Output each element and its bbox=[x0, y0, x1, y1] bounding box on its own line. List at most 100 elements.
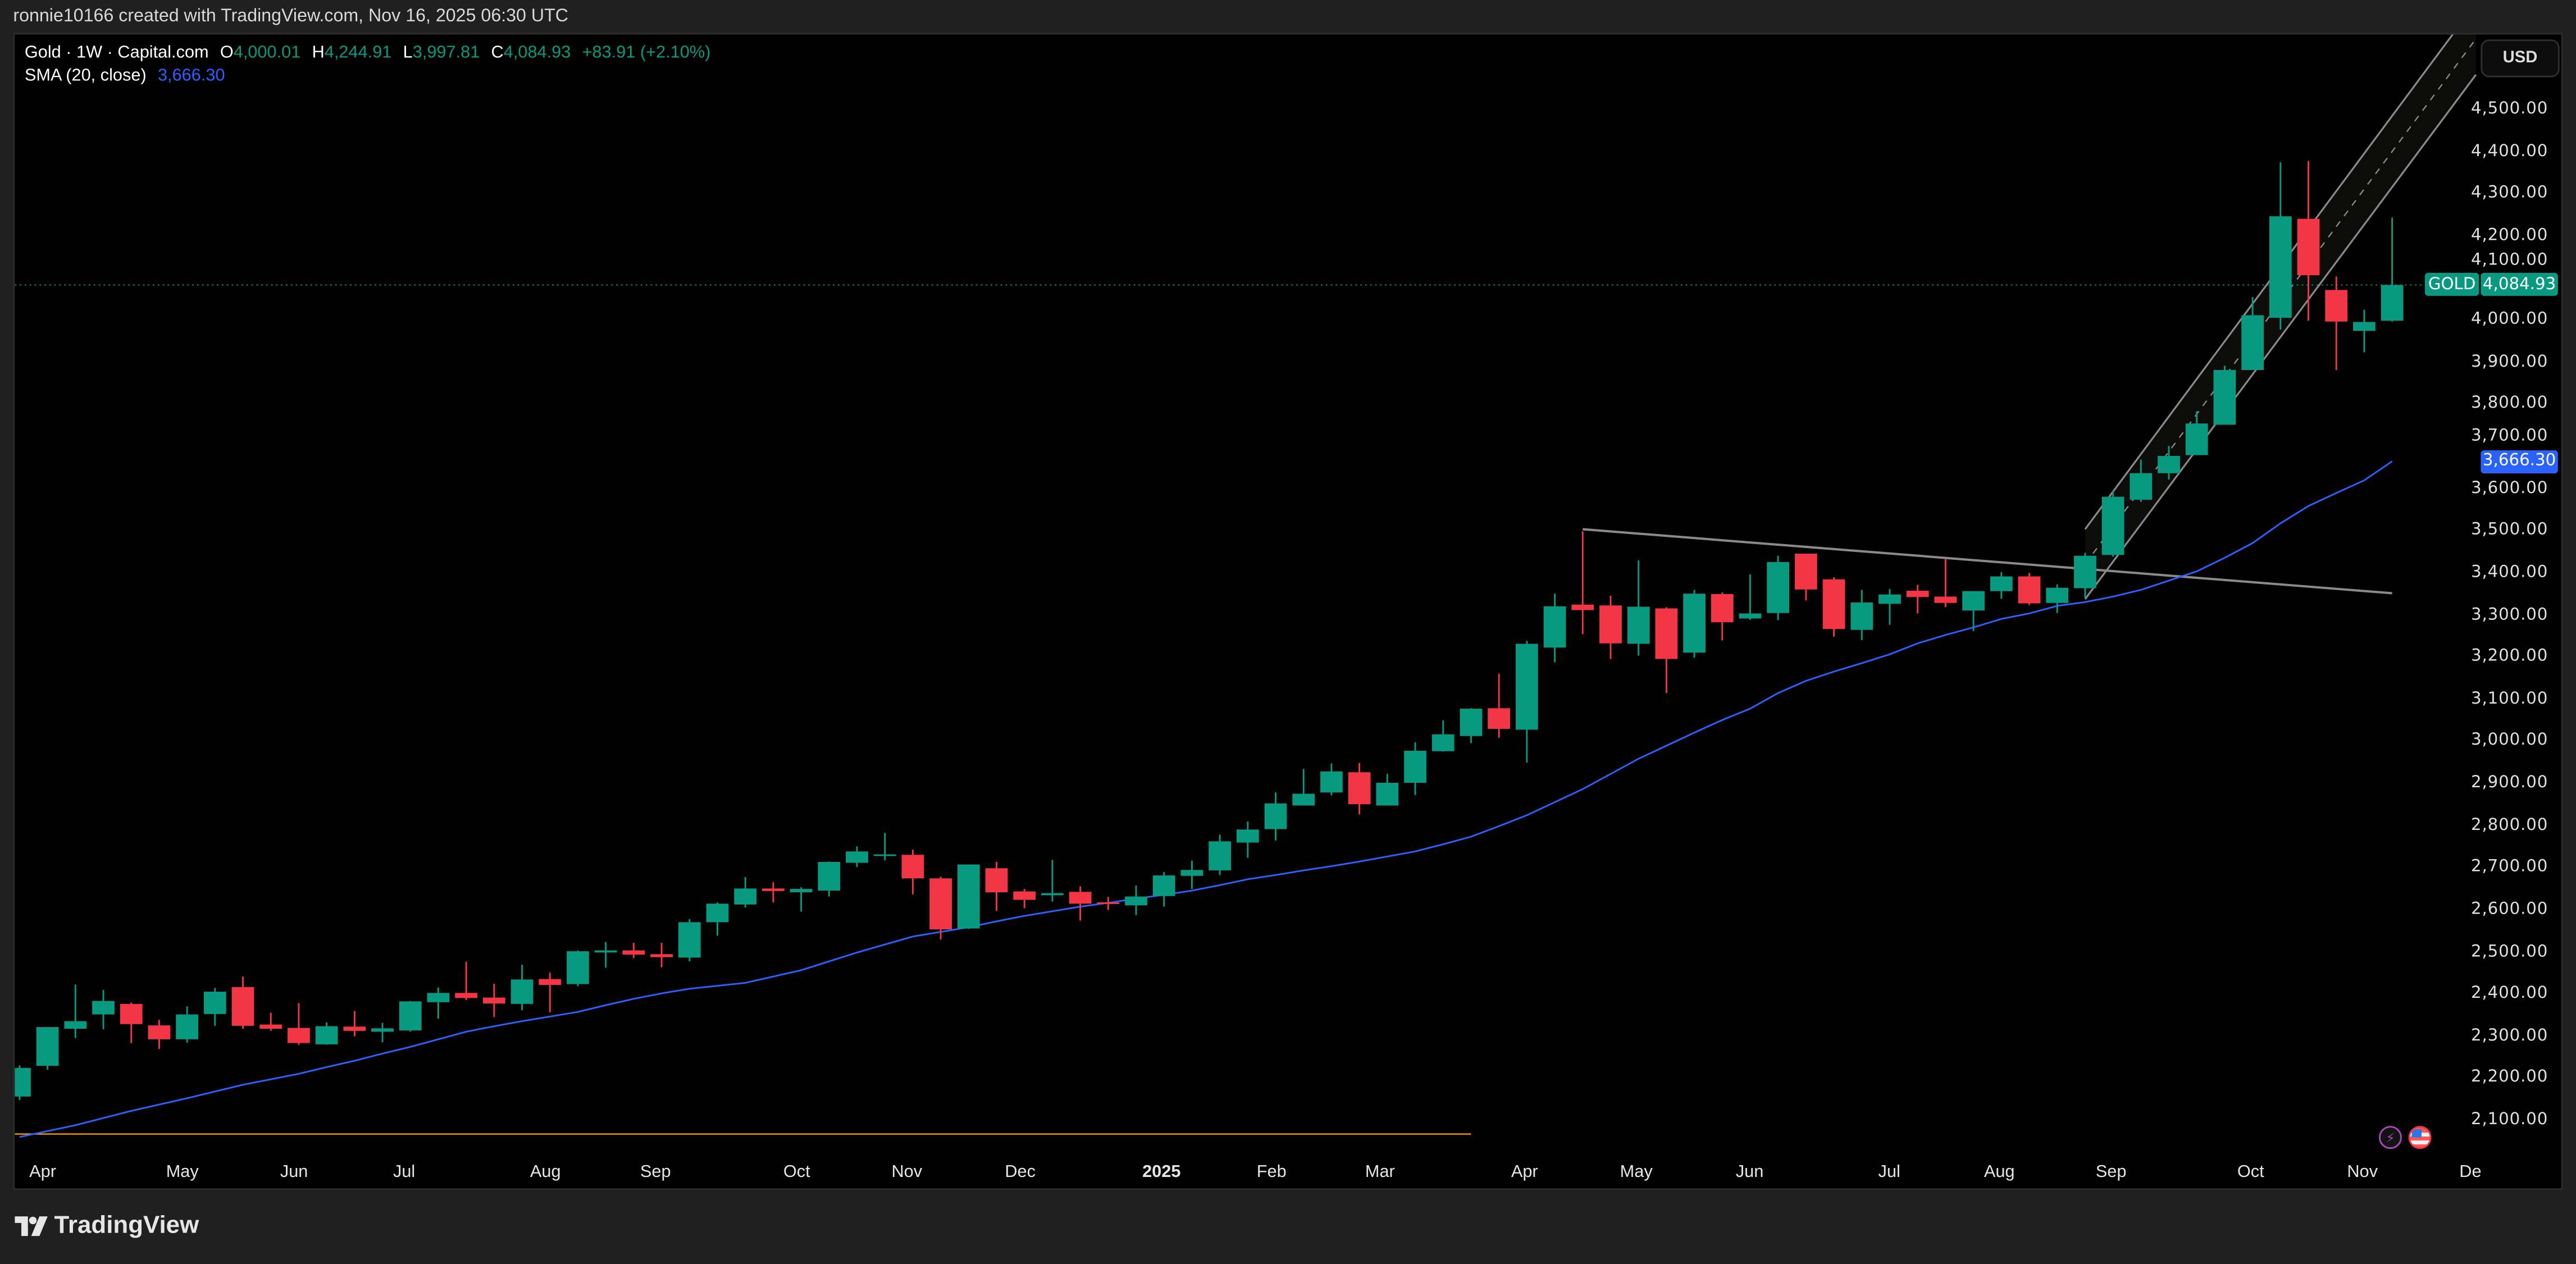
chart-pane[interactable]: Gold · 1W · Capital.com O4,000.01 H4,244… bbox=[13, 33, 2563, 1190]
candle[interactable] bbox=[2325, 276, 2348, 370]
candle[interactable] bbox=[2018, 573, 2041, 605]
candle[interactable] bbox=[1794, 553, 1817, 601]
symbol-title[interactable]: Gold · 1W · Capital.com bbox=[24, 43, 209, 63]
candle[interactable] bbox=[1962, 591, 1985, 631]
candle[interactable] bbox=[1571, 531, 1594, 635]
candle[interactable] bbox=[1069, 886, 1092, 921]
candlestick-chart[interactable] bbox=[15, 34, 2563, 1190]
candle[interactable] bbox=[1906, 585, 1929, 614]
candle[interactable] bbox=[1041, 860, 1064, 902]
candle[interactable] bbox=[818, 861, 841, 897]
candle[interactable] bbox=[92, 990, 115, 1029]
candle[interactable] bbox=[2073, 553, 2096, 597]
price-tick-label: 3,800.00 bbox=[2470, 395, 2548, 413]
candle[interactable] bbox=[873, 833, 896, 861]
candle-body bbox=[176, 1014, 199, 1039]
candle[interactable] bbox=[1822, 577, 1845, 637]
candle[interactable] bbox=[1152, 872, 1175, 907]
candle[interactable] bbox=[315, 1022, 338, 1045]
candle[interactable] bbox=[734, 877, 757, 908]
candle[interactable] bbox=[790, 887, 813, 912]
candle[interactable] bbox=[1934, 559, 1957, 608]
candle[interactable] bbox=[2353, 309, 2376, 353]
candle[interactable] bbox=[594, 942, 617, 968]
candle[interactable] bbox=[1850, 590, 1873, 640]
candle[interactable] bbox=[1236, 822, 1259, 858]
candle[interactable] bbox=[622, 943, 645, 959]
candle[interactable] bbox=[539, 973, 562, 1012]
candle[interactable] bbox=[2101, 491, 2124, 557]
candle[interactable] bbox=[1209, 834, 1232, 875]
candle[interactable] bbox=[1515, 641, 1538, 763]
candle[interactable] bbox=[120, 1002, 143, 1043]
candle[interactable] bbox=[259, 1012, 282, 1031]
us-flag-icon[interactable] bbox=[2408, 1126, 2432, 1149]
candle[interactable] bbox=[2130, 459, 2153, 502]
candle[interactable] bbox=[288, 1003, 310, 1045]
candle[interactable] bbox=[1348, 763, 1371, 815]
candle[interactable] bbox=[929, 877, 952, 940]
lightning-icon[interactable]: ⚡ bbox=[2378, 1126, 2402, 1149]
candle[interactable] bbox=[1180, 860, 1203, 889]
candle[interactable] bbox=[985, 862, 1008, 911]
candle[interactable] bbox=[1125, 886, 1147, 915]
price-tick-label: 3,200.00 bbox=[2470, 647, 2548, 666]
candle[interactable] bbox=[455, 961, 478, 1001]
candle[interactable] bbox=[2381, 217, 2404, 322]
candle[interactable] bbox=[1739, 574, 1762, 620]
candle[interactable] bbox=[2213, 366, 2236, 425]
candle[interactable] bbox=[1683, 590, 1706, 658]
candle[interactable] bbox=[2158, 445, 2180, 480]
candle[interactable] bbox=[1543, 594, 1566, 663]
candle[interactable] bbox=[203, 988, 226, 1026]
candle[interactable] bbox=[1264, 792, 1287, 841]
candle[interactable] bbox=[650, 943, 673, 968]
candle[interactable] bbox=[1599, 595, 1622, 659]
candle[interactable] bbox=[427, 987, 450, 1019]
candle[interactable] bbox=[2241, 297, 2264, 370]
candle[interactable] bbox=[176, 1006, 199, 1043]
indicator-legend[interactable]: SMA (20, close) 3,666.30 bbox=[25, 66, 231, 85]
candle[interactable] bbox=[1376, 774, 1399, 806]
candle[interactable] bbox=[2269, 162, 2292, 330]
candle[interactable] bbox=[706, 902, 729, 936]
candle[interactable] bbox=[678, 919, 701, 962]
candle[interactable] bbox=[1990, 572, 2013, 599]
candle[interactable] bbox=[901, 850, 924, 895]
candle[interactable] bbox=[1460, 708, 1483, 743]
candle[interactable] bbox=[1711, 592, 1734, 641]
candle[interactable] bbox=[1655, 607, 1678, 693]
candle[interactable] bbox=[2046, 584, 2069, 613]
candle[interactable] bbox=[15, 1065, 31, 1100]
candle[interactable] bbox=[1320, 763, 1343, 796]
candle[interactable] bbox=[957, 864, 980, 929]
candle[interactable] bbox=[1097, 897, 1120, 910]
candle-body bbox=[343, 1026, 366, 1031]
tradingview-logo-text: TradingView bbox=[54, 1211, 199, 1240]
candle[interactable] bbox=[371, 1023, 394, 1043]
currency-button[interactable]: USD bbox=[2481, 39, 2560, 77]
candle[interactable] bbox=[64, 984, 87, 1038]
candle[interactable] bbox=[1488, 673, 1511, 738]
candle[interactable] bbox=[2297, 161, 2320, 321]
candle[interactable] bbox=[1431, 720, 1455, 752]
candle[interactable] bbox=[1879, 588, 1901, 625]
candle[interactable] bbox=[343, 1011, 366, 1037]
candle[interactable] bbox=[1013, 889, 1036, 909]
candle[interactable] bbox=[762, 882, 785, 903]
candle[interactable] bbox=[510, 965, 534, 1011]
candle[interactable] bbox=[1292, 769, 1315, 806]
candle[interactable] bbox=[567, 950, 589, 987]
candle[interactable] bbox=[1767, 555, 1790, 620]
candle[interactable] bbox=[482, 983, 505, 1017]
candle[interactable] bbox=[846, 846, 868, 868]
candle[interactable] bbox=[1404, 742, 1426, 795]
candle[interactable] bbox=[148, 1020, 171, 1049]
candle[interactable] bbox=[36, 1027, 59, 1070]
tradingview-logo[interactable]: TradingView bbox=[15, 1211, 199, 1239]
candle[interactable] bbox=[1627, 560, 1650, 656]
candle[interactable] bbox=[399, 1001, 422, 1032]
candle[interactable] bbox=[231, 976, 254, 1029]
candle-body bbox=[539, 979, 562, 985]
candle[interactable] bbox=[2185, 411, 2208, 455]
